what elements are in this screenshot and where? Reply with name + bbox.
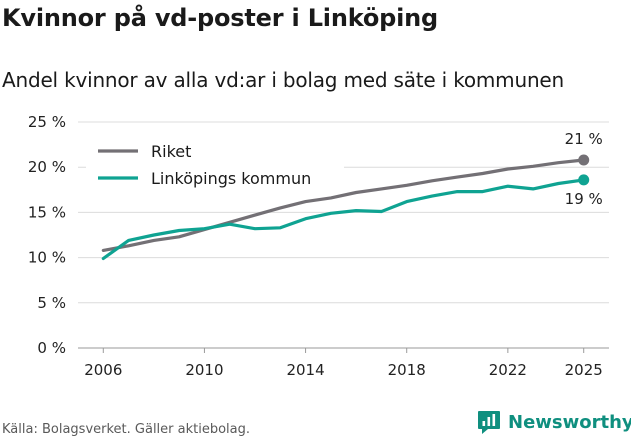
series: 21 % 19 % — [101, 130, 603, 261]
chart-subtitle: Andel kvinnor av alla vd:ar i bolag med … — [2, 68, 564, 92]
series-line-0 — [101, 158, 586, 252]
x-tick-label: 2018 — [388, 361, 426, 379]
x-tick-label: 2025 — [565, 361, 603, 379]
y-tick-label: 20 % — [28, 158, 66, 176]
chart-title: Kvinnor på vd-poster i Linköping — [2, 4, 438, 32]
legend-background — [86, 136, 344, 192]
x-tick-label: 2006 — [84, 361, 122, 379]
series-line-1 — [101, 178, 586, 261]
series-end-label-1: 19 % — [565, 190, 603, 208]
y-tick-label: 25 % — [28, 113, 66, 131]
source-note: Källa: Bolagsverket. Gäller aktiebolag. — [2, 422, 251, 437]
x-tick-label: 2010 — [185, 361, 223, 379]
brand[interactable]: Newsworthy — [476, 408, 631, 436]
x-tick-label: 2014 — [286, 361, 324, 379]
series-end-marker-1 — [578, 174, 590, 186]
x-tick-label: 2022 — [489, 361, 527, 379]
newsworthy-logo-icon — [478, 411, 500, 434]
axes: 0 % 5 % 10 % 15 % 20 % 25 % 2006 2010 2014 2018 20… — [28, 113, 603, 379]
y-tick-label: 5 % — [37, 294, 66, 312]
y-tick-label: 10 % — [28, 249, 66, 267]
y-tick-label: 0 % — [37, 339, 66, 357]
series-end-marker-0 — [578, 154, 590, 166]
legend: Riket Linköpings kommun — [86, 136, 344, 192]
y-tick-label: 15 % — [28, 203, 66, 221]
legend-label-1: Linköpings kommun — [151, 169, 311, 188]
legend-label-0: Riket — [151, 142, 191, 161]
series-end-label-0: 21 % — [565, 130, 603, 148]
brand-name: Newsworthy — [508, 411, 631, 433]
